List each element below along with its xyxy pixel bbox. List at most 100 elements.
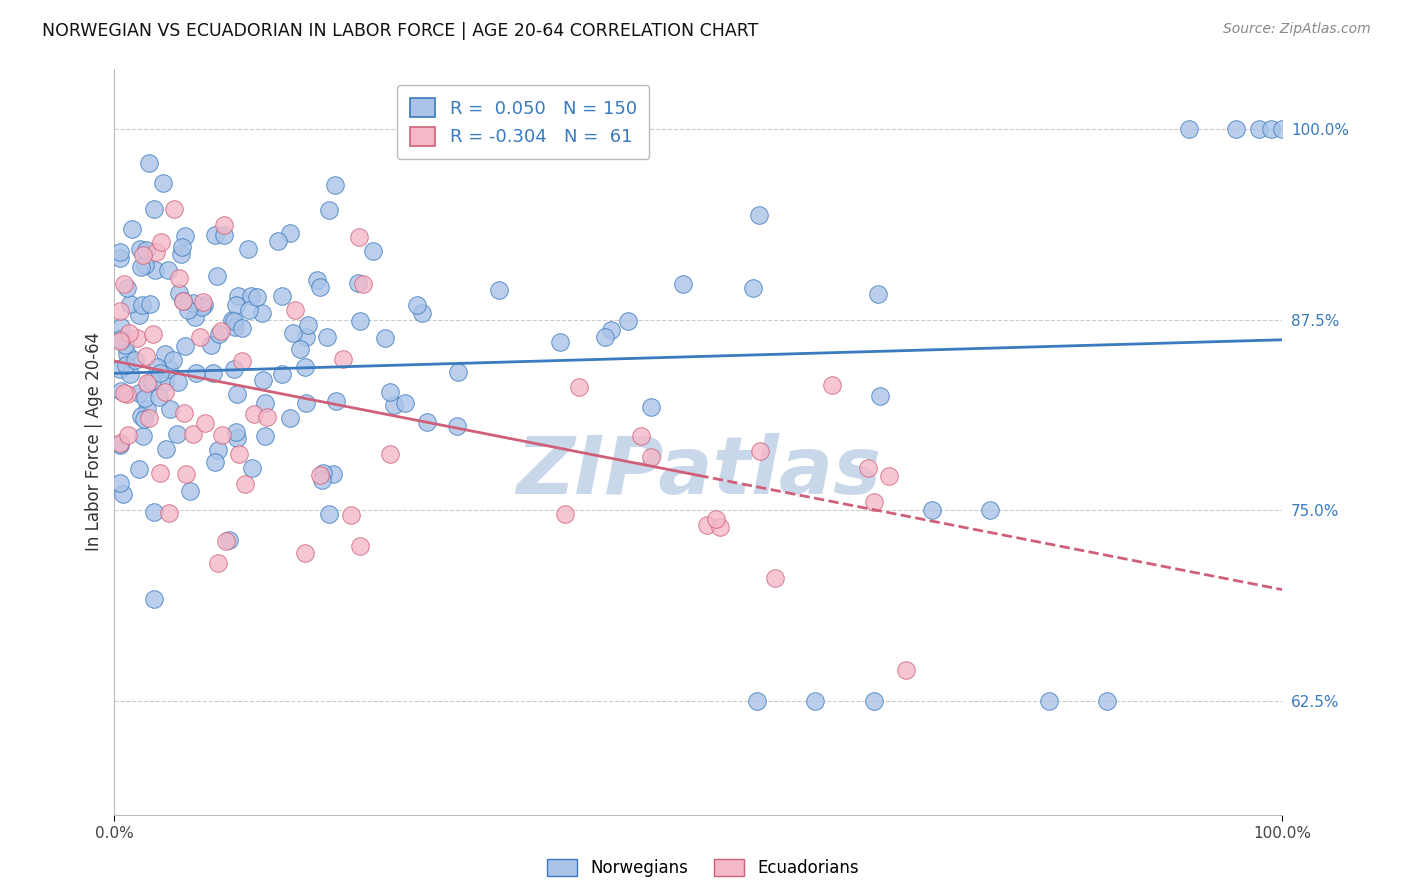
Point: [361, 244, 384, 258]
Point: [194, 416, 217, 430]
Point: [869, 389, 891, 403]
Point: [1271, 122, 1294, 136]
Point: [311, 473, 333, 487]
Point: [284, 303, 307, 318]
Point: [745, 694, 768, 708]
Point: [177, 302, 200, 317]
Point: [157, 506, 180, 520]
Point: [748, 444, 770, 458]
Point: [181, 295, 204, 310]
Point: [309, 280, 332, 294]
Point: [709, 520, 731, 534]
Point: [188, 330, 211, 344]
Point: [231, 354, 253, 368]
Y-axis label: In Labor Force | Age 20-64: In Labor Force | Age 20-64: [86, 333, 103, 551]
Point: [488, 283, 510, 297]
Point: [294, 545, 316, 559]
Point: [278, 226, 301, 240]
Point: [131, 428, 153, 442]
Point: [283, 326, 305, 341]
Point: [110, 437, 132, 451]
Point: [226, 431, 249, 445]
Point: [135, 243, 157, 257]
Point: [382, 398, 405, 412]
Point: [139, 297, 162, 311]
Point: [170, 239, 193, 253]
Point: [250, 306, 273, 320]
Point: [110, 334, 132, 348]
Point: [114, 277, 136, 291]
Point: [862, 694, 884, 708]
Point: [325, 394, 347, 409]
Point: [224, 362, 246, 376]
Point: [118, 297, 141, 311]
Point: [191, 300, 214, 314]
Point: [271, 289, 294, 303]
Point: [209, 324, 232, 338]
Point: [125, 330, 148, 344]
Point: [446, 418, 468, 433]
Point: [640, 401, 662, 415]
Point: [167, 375, 190, 389]
Point: [763, 571, 786, 585]
Point: [163, 202, 186, 216]
Point: [174, 467, 197, 481]
Point: [112, 385, 135, 400]
Text: ZIPatlas: ZIPatlas: [516, 433, 882, 511]
Point: [288, 342, 311, 356]
Point: [172, 293, 194, 308]
Point: [221, 312, 243, 326]
Point: [318, 507, 340, 521]
Point: [115, 358, 138, 372]
Point: [225, 298, 247, 312]
Point: [863, 495, 886, 509]
Point: [394, 396, 416, 410]
Point: [347, 230, 370, 244]
Point: [238, 303, 260, 318]
Point: [568, 379, 591, 393]
Point: [856, 461, 879, 475]
Point: [339, 508, 361, 523]
Point: [225, 387, 247, 401]
Point: [1249, 122, 1271, 136]
Point: [374, 330, 396, 344]
Point: [110, 384, 132, 398]
Point: [110, 436, 132, 450]
Point: [153, 384, 176, 399]
Point: [378, 385, 401, 400]
Point: [200, 338, 222, 352]
Point: [211, 428, 233, 442]
Point: [149, 366, 172, 380]
Point: [110, 332, 132, 346]
Point: [148, 391, 170, 405]
Point: [748, 208, 770, 222]
Point: [347, 276, 370, 290]
Point: [630, 429, 652, 443]
Point: [877, 469, 900, 483]
Point: [191, 294, 214, 309]
Point: [117, 347, 139, 361]
Point: [129, 260, 152, 274]
Point: [172, 294, 194, 309]
Point: [170, 246, 193, 260]
Point: [186, 366, 208, 380]
Point: [212, 227, 235, 242]
Point: [352, 277, 374, 292]
Point: [121, 221, 143, 235]
Point: [131, 298, 153, 312]
Point: [1178, 122, 1201, 136]
Point: [118, 326, 141, 341]
Point: [315, 330, 337, 344]
Point: [142, 505, 165, 519]
Point: [138, 411, 160, 425]
Point: [238, 243, 260, 257]
Point: [207, 443, 229, 458]
Point: [349, 313, 371, 327]
Point: [218, 533, 240, 547]
Point: [115, 387, 138, 401]
Legend: R =  0.050   N = 150, R = -0.304   N =  61: R = 0.050 N = 150, R = -0.304 N = 61: [396, 85, 650, 159]
Point: [246, 290, 269, 304]
Point: [145, 245, 167, 260]
Point: [184, 310, 207, 324]
Point: [110, 251, 132, 265]
